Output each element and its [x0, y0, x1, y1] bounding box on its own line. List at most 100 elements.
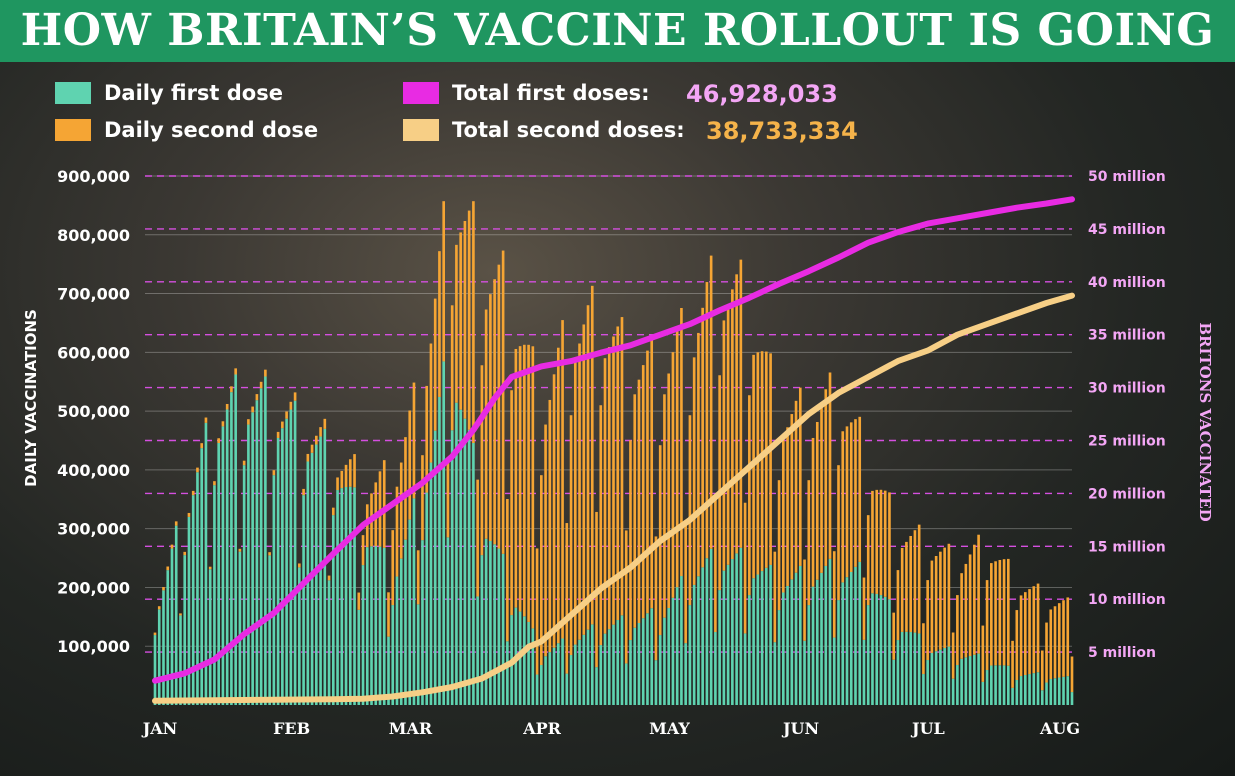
legend-swatch-total-second — [403, 119, 439, 141]
bar-daily-second — [875, 489, 879, 594]
bar-daily-first — [858, 561, 862, 705]
bar-daily-first — [599, 645, 603, 705]
bar-daily-first — [404, 539, 407, 705]
bar-daily-first — [811, 586, 815, 705]
y2-tick-label: 35 million — [1088, 328, 1166, 344]
cumulative-lines — [152, 196, 1075, 704]
bar-daily-first — [540, 665, 543, 705]
x-tick-label: FEB — [273, 719, 310, 738]
bar-daily-first — [875, 593, 879, 705]
bar-daily-first — [781, 592, 785, 705]
bar-daily-second — [306, 453, 310, 462]
bar-daily-first — [450, 430, 454, 705]
bars — [153, 201, 1074, 705]
bar-daily-first — [620, 615, 624, 705]
x-tick-label: MAR — [389, 719, 433, 738]
bar-daily-second — [896, 570, 900, 641]
bar-daily-first — [828, 558, 832, 705]
bar-daily-first — [200, 448, 204, 705]
bar-daily-first — [968, 656, 972, 705]
bar-daily-first — [752, 578, 755, 705]
bar-daily-first — [684, 643, 687, 705]
bar-daily-first — [803, 640, 806, 705]
legend-value-total-second: 38,733,334 — [706, 117, 858, 145]
bar-daily-second — [187, 512, 191, 517]
bar-daily-second — [170, 544, 174, 549]
bar-daily-second — [1036, 583, 1040, 673]
bar-daily-second — [467, 210, 471, 430]
bar-daily-first — [204, 422, 208, 705]
bar-daily-first — [523, 616, 526, 705]
bar-daily-second — [293, 392, 297, 401]
bar-daily-first — [302, 495, 305, 705]
bar-daily-first — [900, 631, 904, 705]
bar-daily-second — [633, 394, 637, 628]
bar-daily-second — [943, 547, 946, 649]
bar-daily-second — [743, 502, 747, 634]
bar-daily-first — [459, 409, 462, 705]
x-tick-label: JUL — [910, 719, 945, 738]
bar-daily-first — [586, 629, 590, 705]
bar-daily-first — [956, 665, 959, 705]
bar-daily-first — [862, 639, 866, 705]
bar-daily-first — [1066, 676, 1070, 705]
bar-daily-second — [378, 471, 382, 547]
bar-daily-second — [680, 307, 683, 577]
bar-daily-second — [1070, 656, 1074, 693]
bar-daily-second — [1057, 603, 1061, 678]
bar-daily-second — [900, 547, 904, 632]
bar-daily-first — [552, 647, 556, 705]
bar-daily-second — [837, 465, 840, 601]
bar-daily-first — [871, 593, 874, 705]
bar-daily-first — [947, 646, 951, 705]
bar-daily-first — [722, 570, 726, 705]
bar-daily-second — [756, 352, 760, 575]
right-axis-ticks: 5 million 10 million 15 million 20 million 2… — [1088, 169, 1166, 661]
bar-daily-first — [633, 627, 637, 705]
bar-daily-second — [603, 358, 607, 634]
bar-daily-first — [183, 555, 187, 705]
bar-daily-first — [264, 376, 267, 705]
bar-daily-second — [276, 431, 280, 438]
x-tick-label: JAN — [141, 719, 178, 738]
bar-daily-first — [179, 615, 182, 705]
bar-daily-first — [476, 596, 479, 705]
bar-daily-second — [446, 460, 450, 538]
bar-daily-second — [450, 305, 454, 431]
bar-daily-first — [646, 613, 649, 705]
bar-daily-second — [590, 285, 594, 625]
bar-daily-first — [170, 548, 174, 705]
bar-daily-second — [438, 251, 441, 397]
legend-label-daily-second: Daily second dose — [104, 118, 318, 142]
bar-daily-second — [1045, 622, 1048, 683]
bar-daily-second — [416, 550, 420, 605]
bar-daily-second — [701, 307, 704, 568]
bar-daily-first — [565, 673, 569, 705]
bar-daily-second — [455, 244, 458, 403]
bar-daily-first — [272, 475, 276, 705]
bar-daily-first — [760, 571, 764, 705]
bar-daily-second — [315, 435, 318, 445]
bar-daily-second — [998, 559, 1002, 666]
bar-daily-second — [298, 563, 301, 568]
bar-daily-first — [922, 674, 925, 705]
line-total-first-doses — [152, 196, 1075, 684]
bar-daily-second — [1028, 589, 1031, 675]
bar-daily-second — [162, 587, 165, 591]
bar-daily-second — [200, 443, 204, 449]
bar-daily-first — [561, 638, 564, 705]
bar-daily-second — [892, 612, 896, 660]
bar-daily-second — [726, 304, 730, 565]
bar-daily-second — [302, 488, 305, 496]
bar-daily-second — [1007, 558, 1010, 666]
bar-daily-second — [688, 415, 692, 606]
bar-daily-first — [438, 396, 441, 705]
bar-daily-second — [735, 274, 738, 554]
y2-tick-label: 15 million — [1088, 539, 1166, 555]
bar-daily-second — [230, 386, 233, 393]
bar-daily-second — [930, 560, 934, 653]
bar-daily-first — [934, 651, 938, 705]
bar-daily-second — [247, 419, 250, 425]
bar-daily-second — [251, 406, 254, 413]
bar-daily-first — [807, 605, 811, 705]
